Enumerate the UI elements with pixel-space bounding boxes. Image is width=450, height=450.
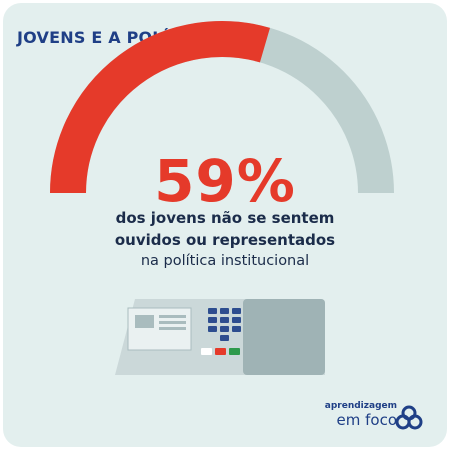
infographic-card: JOVENS E A POLÍTICA 59% dos jovens não s… xyxy=(3,3,447,447)
brand-line-1: aprendizagem xyxy=(324,401,397,411)
percentage-value: 59% xyxy=(154,147,296,215)
brand-wordmark: aprendizagem em foco xyxy=(325,402,397,428)
percentage-gauge xyxy=(50,21,394,194)
brand-line-2: em foco xyxy=(336,411,398,429)
aprendizagem-em-foco-logo-icon xyxy=(395,405,423,430)
gauge-fill xyxy=(50,21,270,194)
stat-line-1: dos jovens não se sentem xyxy=(115,209,335,227)
stat-line-3: na política institucional xyxy=(140,253,310,269)
voting-machine-icon xyxy=(115,299,325,375)
stat-line-2: ouvidos ou representados xyxy=(114,231,336,249)
